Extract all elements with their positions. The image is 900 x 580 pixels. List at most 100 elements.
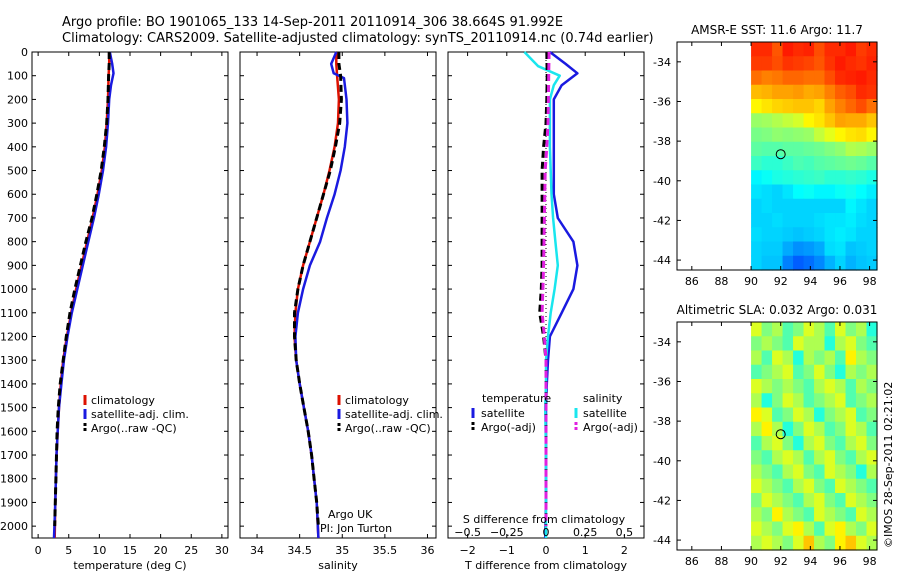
map-cell [803,436,815,451]
map-cell [856,99,868,114]
annotation-line: Argo UK [328,508,373,521]
map-cell [751,521,763,537]
legend-title: salinity [583,392,623,405]
map-cell [814,493,826,508]
map-cell [803,507,815,523]
map-cell [866,99,878,114]
map-cell [761,421,773,437]
map-cell [751,393,763,409]
map-cell [856,184,868,200]
map-cell [835,407,847,423]
map-cell [782,493,794,508]
map-cell [824,70,836,86]
y-tick-label: 1600 [0,425,28,438]
map-cell [793,56,805,72]
map-cell [835,56,847,72]
map-cell [845,170,857,186]
map-cell [866,464,878,480]
figure-title-line1: Argo profile: BO 1901065_133 14-Sep-2011… [62,15,563,30]
map-cell [824,393,836,409]
map-cell [793,421,805,437]
map-cell [751,255,763,271]
map-cell [835,213,847,228]
argo-location-marker [775,429,786,440]
map-cell [751,421,763,437]
map-cell [751,478,763,494]
map-cell [782,350,794,366]
map-cell [761,42,773,57]
map-cell [835,393,847,409]
map-cell [824,493,836,508]
legend-title: temperature [482,392,551,405]
map-cell [803,42,815,57]
map-cell [856,141,868,157]
map-cell [856,70,868,86]
map-cell [793,364,805,380]
x-axis-label: temperature (deg C) [73,559,186,572]
map-cell [761,464,773,480]
map-cell [866,84,878,100]
map-cell [751,170,763,186]
map-cell [814,56,826,72]
map-cell [835,184,847,200]
map-cell [866,42,878,57]
map-cell [835,198,847,214]
map-cell [793,507,805,523]
y-tick-label: -34 [653,56,671,69]
map-cell [845,464,857,480]
map-cell [793,170,805,186]
y-tick-label: 1800 [0,473,28,486]
figure-title-line2: Climatology: CARS2009. Satellite-adjuste… [62,31,654,46]
map-cell [856,241,868,257]
map-cell [835,322,847,337]
map-cell [835,141,847,157]
salinity-profile-panel: 34 34.5 35 35.5 36 salinity climatologysatelli… [239,51,443,572]
map-cell [856,407,868,423]
map-cell [866,421,878,437]
map-cell [814,379,826,394]
map-cell [793,127,805,143]
map-cell [814,84,826,100]
map-cell [835,336,847,352]
y-tick-label: -36 [653,375,671,388]
map-cell [845,407,857,423]
x-tick-label: 1 [582,544,589,557]
map-cell [866,113,878,129]
map-cell [782,322,794,337]
map-cell [803,198,815,214]
map-cell [845,478,857,494]
series-line [53,52,111,527]
legend-label: satellite-adj. clim. [345,408,443,421]
map-cell [835,227,847,243]
s-tick-label: −0.25 [490,526,524,539]
map-cell [845,336,857,352]
annotation-line: PI: Jon Turton [320,522,392,535]
map-cell [751,113,763,129]
map-cell [761,493,773,508]
map-cell [845,521,857,537]
map-cell [856,421,868,437]
y-tick-label: 1300 [0,354,28,367]
map-cell [814,70,826,86]
map-cell [814,198,826,214]
map-cell [772,113,784,129]
y-tick-label: 1400 [0,378,28,391]
x-tick-label: 92 [774,555,788,568]
x-tick-label: 10 [92,544,106,557]
map-cell [772,241,784,257]
map-cell [835,99,847,114]
map-cell [856,42,868,57]
map-cell [772,450,784,466]
map-cell [772,407,784,423]
map-cell [772,184,784,200]
map-cell [761,535,773,551]
map-cell [814,322,826,337]
map-cell [814,393,826,409]
x-tick-label: 94 [803,555,817,568]
map-cell [751,70,763,86]
map-cell [814,436,826,451]
map-cell [856,450,868,466]
temperature-profile-panel: 0100200300400500600700800900100011001200… [0,46,229,572]
y-tick-label: 100 [7,70,28,83]
map-cell [761,70,773,86]
